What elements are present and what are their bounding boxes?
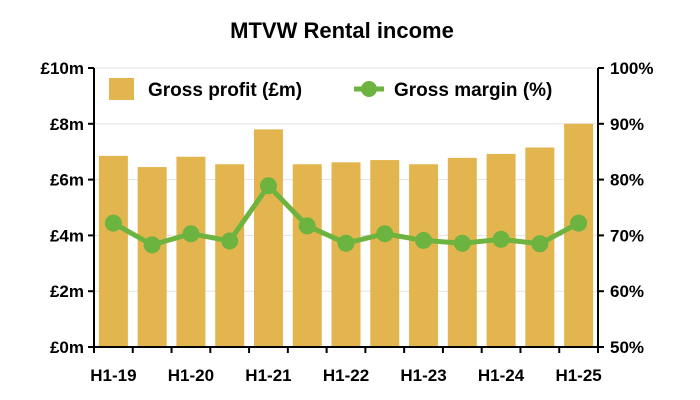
margin-point (531, 235, 549, 253)
margin-point (570, 214, 588, 232)
bar (370, 160, 400, 347)
margin-point (376, 225, 394, 243)
legend: Gross profit (£m) Gross margin (%) (109, 78, 552, 101)
x-tick-label: H1-19 (90, 366, 136, 385)
x-tick-label: H1-23 (400, 366, 446, 385)
y-left-tick-label: £0m (50, 338, 84, 357)
bar (447, 157, 477, 347)
bar (215, 164, 245, 347)
bar-series (98, 123, 594, 347)
y-right-tick-label: 60% (610, 282, 644, 301)
x-tick-label: H1-25 (555, 366, 601, 385)
x-tick-label: H1-24 (478, 366, 525, 385)
margin-point (453, 234, 471, 252)
margin-point (415, 231, 433, 249)
legend-label-gross-profit: Gross profit (£m) (148, 80, 302, 101)
y-left-tick-label: £2m (50, 282, 84, 301)
x-tick-label: H1-22 (323, 366, 369, 385)
y-right-tick-label: 90% (610, 115, 644, 134)
margin-point (143, 236, 161, 254)
y-right-tick-label: 100% (610, 59, 653, 78)
legend-marker-gross-margin (361, 81, 377, 97)
margin-point (104, 214, 122, 232)
bar (486, 153, 516, 347)
bar (98, 155, 128, 347)
margin-point (337, 234, 355, 252)
line-series (104, 177, 588, 254)
bar (409, 164, 439, 347)
x-tick-label: H1-20 (168, 366, 214, 385)
margin-point (221, 232, 239, 250)
margin-point (182, 225, 200, 243)
y-right-tick-label: 50% (610, 338, 644, 357)
bar (253, 129, 283, 347)
legend-label-gross-margin: Gross margin (%) (394, 80, 552, 101)
y-left-tick-label: £10m (41, 59, 84, 78)
x-tick-label: H1-21 (245, 366, 291, 385)
axes: £0m £2m £4m £6m £8m £10m 50% 60% 70% 80% 90% 100% H1… (41, 59, 654, 385)
bar (292, 164, 322, 347)
y-left-tick-label: £4m (50, 226, 84, 245)
y-right-tick-label: 80% (610, 171, 644, 190)
margin-point (492, 230, 510, 248)
bar (176, 156, 206, 347)
y-left-tick-label: £6m (50, 171, 84, 190)
bar (137, 167, 167, 347)
legend-swatch-gross-profit (109, 78, 134, 100)
bar (564, 123, 594, 347)
margin-point (298, 217, 316, 235)
y-left-tick-label: £8m (50, 115, 84, 134)
y-right-tick-label: 70% (610, 226, 644, 245)
bar (331, 162, 361, 347)
margin-point (259, 177, 277, 195)
chart-title: MTVW Rental income (230, 18, 454, 43)
